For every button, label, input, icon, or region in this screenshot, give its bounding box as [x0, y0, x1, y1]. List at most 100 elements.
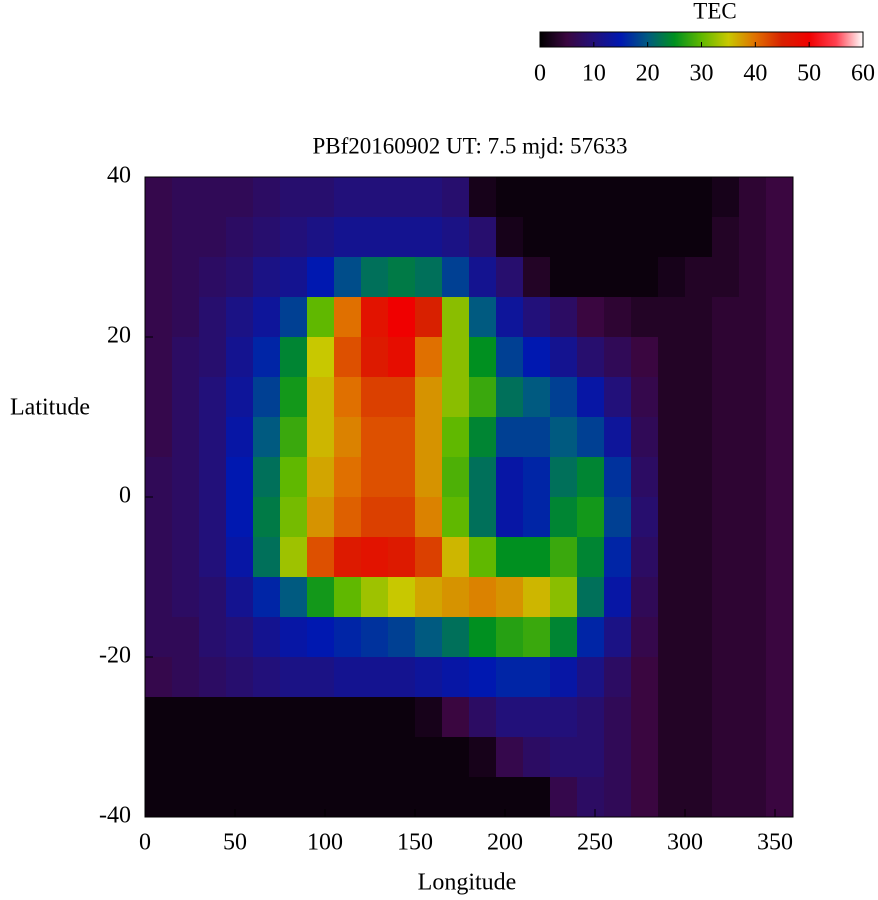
- heatmap-cell: [415, 657, 443, 698]
- heatmap-cell: [226, 577, 254, 618]
- heatmap-cell: [523, 657, 551, 698]
- heatmap-cell: [604, 497, 632, 538]
- heatmap-cell: [496, 537, 524, 578]
- heatmap-cell: [442, 577, 470, 618]
- heatmap-cell: [604, 257, 632, 298]
- heatmap-cell: [658, 217, 686, 258]
- heatmap-cell: [280, 737, 308, 778]
- heatmap-cell: [280, 577, 308, 618]
- heatmap-cell: [253, 297, 281, 338]
- heatmap-cell: [469, 337, 497, 378]
- heatmap-cell: [442, 657, 470, 698]
- heatmap-cell: [523, 337, 551, 378]
- heatmap-cell: [334, 657, 362, 698]
- heatmap-cell: [226, 777, 254, 818]
- heatmap-cell: [739, 217, 767, 258]
- heatmap-cell: [388, 737, 416, 778]
- heatmap-cell: [442, 697, 470, 738]
- heatmap-cell: [388, 537, 416, 578]
- heatmap-cell: [442, 777, 470, 818]
- heatmap-cell: [199, 417, 227, 458]
- heatmap-cell: [523, 497, 551, 538]
- heatmap-cell: [658, 297, 686, 338]
- heatmap-cell: [388, 577, 416, 618]
- heatmap-cell: [577, 417, 605, 458]
- heatmap-cell: [145, 497, 173, 538]
- heatmap-cell: [496, 577, 524, 618]
- heatmap-cell: [253, 417, 281, 458]
- heatmap-cell: [442, 257, 470, 298]
- heatmap-cell: [226, 537, 254, 578]
- x-tick-label: 250: [577, 830, 613, 856]
- heatmap-cell: [199, 697, 227, 738]
- heatmap-cell: [523, 457, 551, 498]
- heatmap-cell: [523, 417, 551, 458]
- heatmap-cell: [577, 337, 605, 378]
- heatmap-cell: [199, 497, 227, 538]
- heatmap-cell: [307, 337, 335, 378]
- heatmap-cell: [577, 217, 605, 258]
- heatmap-cell: [280, 297, 308, 338]
- heatmap-cell: [145, 457, 173, 498]
- heatmap-cell: [604, 537, 632, 578]
- colorbar-tick-label: 40: [743, 61, 767, 87]
- heatmap-cell: [280, 657, 308, 698]
- heatmap-cell: [145, 177, 173, 218]
- heatmap-cell: [631, 377, 659, 418]
- heatmap-cell: [334, 257, 362, 298]
- heatmap-cell: [361, 777, 389, 818]
- heatmap-cell: [307, 617, 335, 658]
- heatmap-cell: [307, 657, 335, 698]
- heatmap-cell: [415, 337, 443, 378]
- heatmap-cell: [388, 417, 416, 458]
- heatmap-cell: [685, 777, 713, 818]
- heatmap-cell: [226, 457, 254, 498]
- heatmap-cell: [577, 777, 605, 818]
- heatmap-cell: [739, 657, 767, 698]
- chart-title: PBf20160902 UT: 7.5 mjd: 57633: [312, 133, 627, 158]
- heatmap-cell: [577, 377, 605, 418]
- heatmap-cell: [280, 217, 308, 258]
- heatmap-cell: [280, 777, 308, 818]
- heatmap-cell: [226, 177, 254, 218]
- heatmap-cell: [280, 337, 308, 378]
- heatmap-cell: [307, 297, 335, 338]
- heatmap-cell: [604, 697, 632, 738]
- heatmap-cell: [172, 777, 200, 818]
- heatmap-cell: [604, 337, 632, 378]
- heatmap-cell: [631, 337, 659, 378]
- heatmap-cell: [523, 577, 551, 618]
- heatmap-cell: [604, 617, 632, 658]
- heatmap-cell: [307, 257, 335, 298]
- heatmap-cell: [685, 537, 713, 578]
- heatmap-cell: [253, 457, 281, 498]
- heatmap-cell: [199, 297, 227, 338]
- heatmap-cell: [172, 217, 200, 258]
- heatmap-cell: [577, 177, 605, 218]
- heatmap-cell: [685, 577, 713, 618]
- heatmap-cell: [253, 537, 281, 578]
- heatmap-cell: [442, 737, 470, 778]
- heatmap-cell: [415, 377, 443, 418]
- heatmap-cell: [415, 217, 443, 258]
- heatmap-cell: [145, 697, 173, 738]
- heatmap-cell: [334, 737, 362, 778]
- heatmap-cell: [361, 297, 389, 338]
- heatmap-cell: [631, 257, 659, 298]
- heatmap-cell: [739, 177, 767, 218]
- heatmap-cell: [361, 177, 389, 218]
- heatmap-cell: [388, 777, 416, 818]
- heatmap-cell: [361, 617, 389, 658]
- heatmap-cell: [415, 177, 443, 218]
- x-tick-label: 300: [667, 830, 703, 856]
- heatmap-cell: [766, 617, 794, 658]
- heatmap-cell: [604, 737, 632, 778]
- heatmap-cell: [712, 297, 740, 338]
- heatmap-cell: [766, 337, 794, 378]
- heatmap-cell: [766, 737, 794, 778]
- heatmap-cell: [226, 697, 254, 738]
- heatmap-cell: [388, 337, 416, 378]
- heatmap-cell: [685, 217, 713, 258]
- heatmap-cell: [496, 337, 524, 378]
